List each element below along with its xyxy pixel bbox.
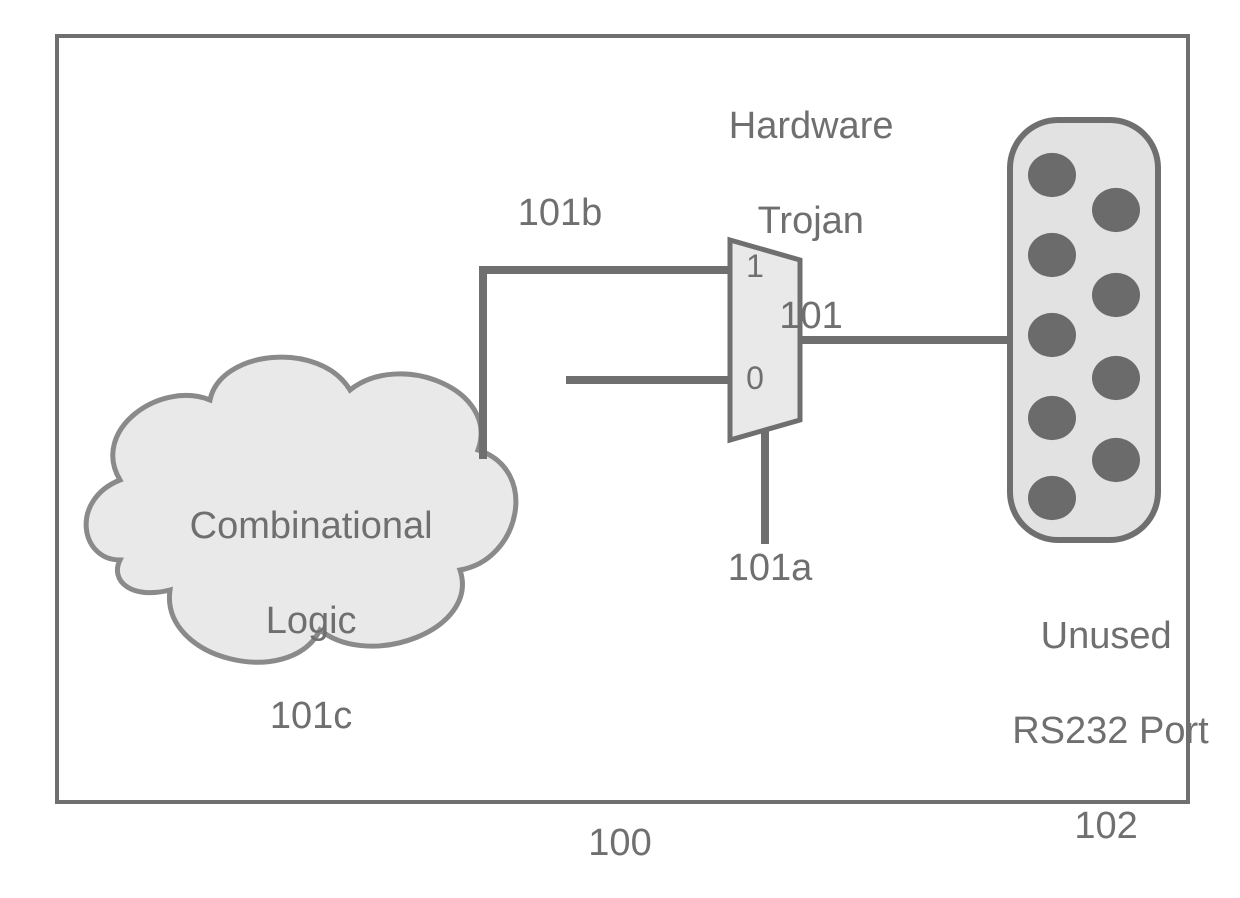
rs232-pin	[1092, 273, 1140, 317]
rs232-pin	[1092, 438, 1140, 482]
mux-input-0-label: 0	[740, 358, 770, 398]
cloud-line1: Combinational	[190, 505, 433, 547]
rs232-pin	[1028, 396, 1076, 440]
rs232-pin	[1092, 356, 1140, 400]
port-line1: Unused	[1041, 615, 1172, 657]
cloud-line3: 101c	[270, 695, 352, 737]
hardware-trojan-line2: Trojan	[758, 200, 864, 242]
diagram-stage: 100 Hardware Trojan 101 101b 101a 1 0 Co…	[0, 0, 1240, 895]
mux-input-1-label: 1	[740, 246, 770, 286]
port-line3: 102	[1074, 805, 1137, 847]
rs232-pin	[1028, 153, 1076, 197]
combinational-logic-label: Combinational Logic 101c	[140, 455, 440, 788]
hardware-trojan-line3: 101	[779, 295, 842, 337]
hardware-trojan-line1: Hardware	[729, 105, 894, 147]
rs232-pin	[1028, 233, 1076, 277]
rs232-pin	[1028, 313, 1076, 357]
mux-select-101a-label: 101a	[690, 545, 850, 593]
rs232-pin	[1092, 188, 1140, 232]
cloud-line2: Logic	[266, 600, 357, 642]
wire-101b-label: 101b	[480, 190, 640, 238]
port-line2: RS232 Port	[1012, 710, 1208, 752]
rs232-port-label: Unused RS232 Port 102	[970, 565, 1200, 898]
rs232-pin	[1028, 476, 1076, 520]
hardware-trojan-label: Hardware Trojan 101	[660, 55, 920, 388]
figure-number-label: 100	[540, 820, 700, 868]
